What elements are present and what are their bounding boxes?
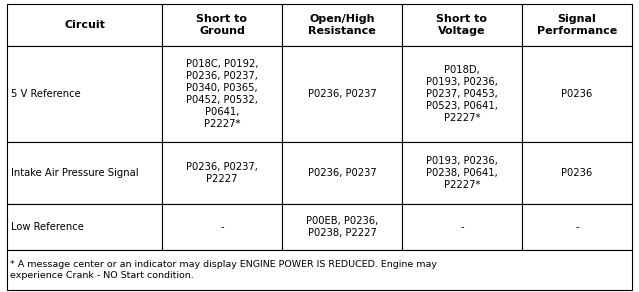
Text: P0236, P0237,
P2227: P0236, P0237, P2227 bbox=[186, 162, 258, 184]
Bar bbox=[402, 46, 522, 142]
Text: P018D,
P0193, P0236,
P0237, P0453,
P0523, P0641,
P2227*: P018D, P0193, P0236, P0237, P0453, P0523… bbox=[426, 65, 498, 123]
Bar bbox=[402, 142, 522, 204]
Bar bbox=[282, 204, 402, 250]
Bar bbox=[402, 4, 522, 46]
Bar bbox=[7, 46, 162, 142]
Text: Short to
Voltage: Short to Voltage bbox=[436, 14, 488, 36]
Bar bbox=[282, 142, 402, 204]
Text: P0236, P0237: P0236, P0237 bbox=[307, 168, 376, 178]
Text: -: - bbox=[220, 222, 224, 232]
Text: Short to
Ground: Short to Ground bbox=[197, 14, 247, 36]
Text: Intake Air Pressure Signal: Intake Air Pressure Signal bbox=[11, 168, 139, 178]
Bar bbox=[162, 204, 282, 250]
Text: * A message center or an indicator may display ENGINE POWER IS REDUCED. Engine m: * A message center or an indicator may d… bbox=[10, 260, 437, 280]
Bar bbox=[282, 46, 402, 142]
Text: P0236: P0236 bbox=[562, 168, 592, 178]
Bar bbox=[522, 142, 632, 204]
Bar bbox=[522, 46, 632, 142]
Text: P0236: P0236 bbox=[562, 89, 592, 99]
Bar bbox=[7, 250, 632, 290]
Text: P0236, P0237: P0236, P0237 bbox=[307, 89, 376, 99]
Text: Circuit: Circuit bbox=[64, 20, 105, 30]
Text: -: - bbox=[575, 222, 579, 232]
Bar bbox=[282, 4, 402, 46]
Text: Low Reference: Low Reference bbox=[11, 222, 84, 232]
Bar bbox=[402, 204, 522, 250]
Bar bbox=[522, 4, 632, 46]
Text: -: - bbox=[460, 222, 464, 232]
Text: Open/High
Resistance: Open/High Resistance bbox=[308, 14, 376, 36]
Text: P018C, P0192,
P0236, P0237,
P0340, P0365,
P0452, P0532,
P0641,
P2227*: P018C, P0192, P0236, P0237, P0340, P0365… bbox=[186, 59, 258, 129]
Bar bbox=[7, 4, 162, 46]
Text: Signal
Performance: Signal Performance bbox=[537, 14, 617, 36]
Bar bbox=[162, 46, 282, 142]
Bar bbox=[162, 4, 282, 46]
Bar bbox=[7, 142, 162, 204]
Text: P0193, P0236,
P0238, P0641,
P2227*: P0193, P0236, P0238, P0641, P2227* bbox=[426, 156, 498, 190]
Bar bbox=[522, 204, 632, 250]
Text: 5 V Reference: 5 V Reference bbox=[11, 89, 81, 99]
Text: P00EB, P0236,
P0238, P2227: P00EB, P0236, P0238, P2227 bbox=[306, 216, 378, 238]
Bar bbox=[7, 204, 162, 250]
Bar bbox=[162, 142, 282, 204]
